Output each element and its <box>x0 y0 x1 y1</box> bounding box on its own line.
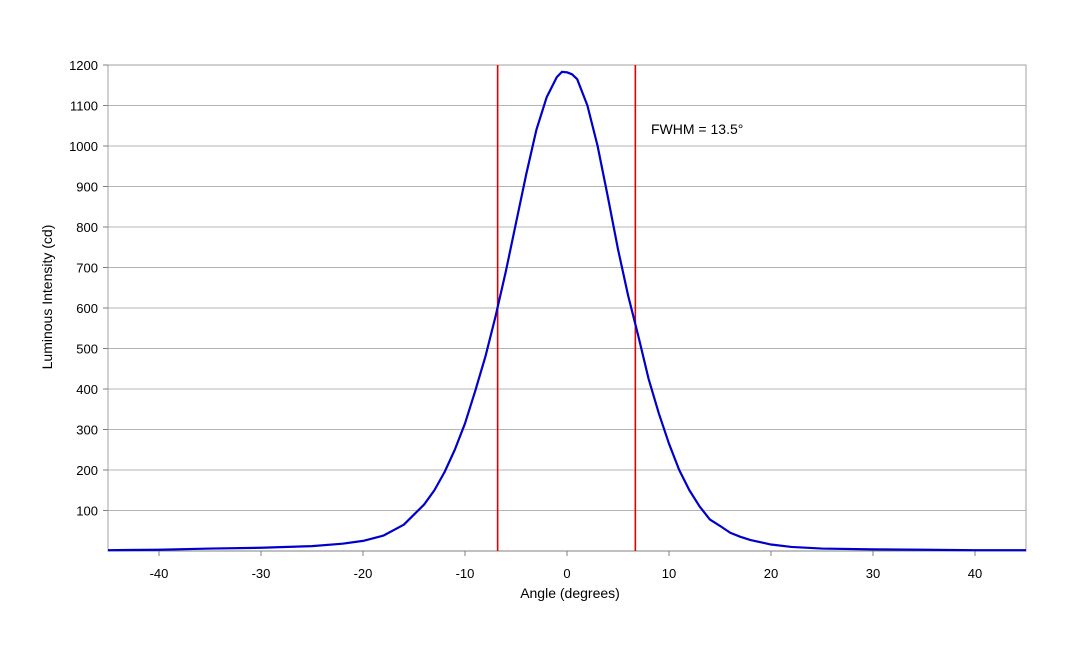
x-tick-label: 30 <box>866 566 880 581</box>
x-tick-label: -40 <box>150 566 169 581</box>
intensity-curve <box>107 70 1026 552</box>
y-tick-label: 600 <box>76 301 98 316</box>
y-axis-title: Luminous Intensity (cd) <box>39 225 55 370</box>
x-tick-label: 10 <box>662 566 676 581</box>
x-tick-label: -10 <box>456 566 475 581</box>
y-tick-label: 800 <box>76 220 98 235</box>
y-tick-label: 400 <box>76 382 98 397</box>
x-axis-title: Angle (degrees) <box>520 585 620 601</box>
y-tick-label: 1000 <box>69 139 98 154</box>
grid-lines <box>108 64 1026 511</box>
y-tick-label: 100 <box>76 504 98 519</box>
y-tick-label: 1100 <box>70 99 98 114</box>
x-tick-label: 40 <box>968 566 982 581</box>
y-axis-ticks: 100 200 300 400 500 600 700 800 900 1000 1100 1200 <box>69 58 108 519</box>
x-tick-label: -20 <box>354 566 373 581</box>
y-tick-label: 500 <box>76 342 98 357</box>
fwhm-annotation: FWHM = 13.5° <box>651 121 743 137</box>
x-tick-label: 20 <box>764 566 778 581</box>
y-tick-label: 1200 <box>69 58 98 73</box>
y-tick-label: 300 <box>76 423 98 438</box>
x-tick-label: 0 <box>563 566 570 581</box>
x-tick-label: -30 <box>252 566 271 581</box>
y-tick-label: 900 <box>76 180 98 195</box>
x-axis-ticks: -40 -30 -20 -10 0 10 20 30 40 <box>150 551 982 581</box>
y-tick-label: 200 <box>76 463 98 478</box>
y-tick-label: 700 <box>76 261 98 276</box>
